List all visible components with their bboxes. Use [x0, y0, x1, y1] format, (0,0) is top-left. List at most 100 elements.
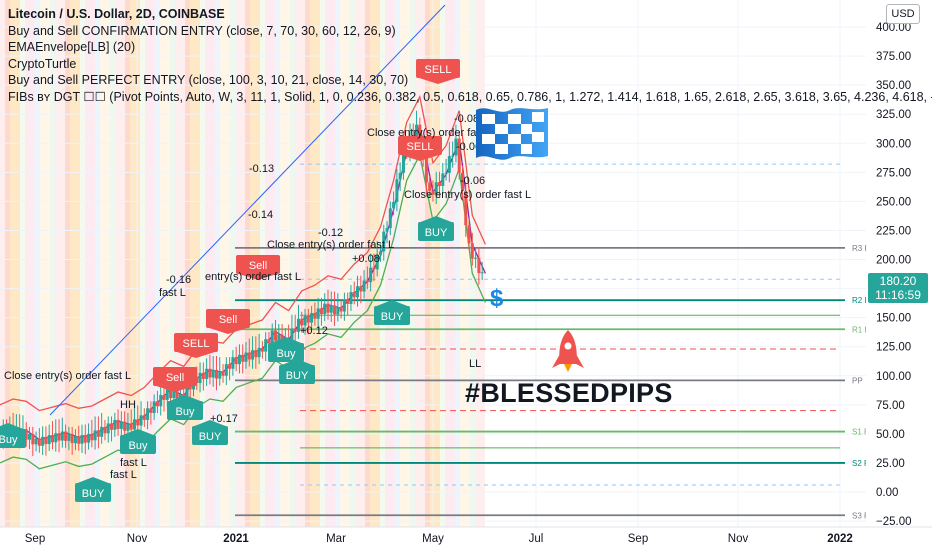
- session-stripe: [280, 0, 285, 527]
- signal-text: +0.08: [352, 253, 380, 265]
- indicator-confirmation-entry[interactable]: Buy and Sell CONFIRMATION ENTRY (close, …: [8, 23, 396, 38]
- candle-body: [34, 438, 38, 445]
- signal-box: [153, 367, 197, 386]
- indicator-perfect-entry[interactable]: Buy and Sell PERFECT ENTRY (close, 100, …: [8, 73, 409, 87]
- buy-signal: Buy: [0, 423, 26, 448]
- signal-pointer: [153, 385, 197, 392]
- session-stripe: [425, 0, 430, 527]
- candle-body: [208, 368, 212, 378]
- candle-body: [356, 286, 360, 298]
- candle-body: [83, 435, 87, 443]
- candle-body: [460, 172, 464, 191]
- candle-body: [93, 430, 97, 441]
- y-tick-label: 250.00: [876, 196, 911, 208]
- signal-text: -0.06: [456, 141, 481, 153]
- signal-box: [120, 435, 156, 454]
- session-stripe: [20, 0, 25, 527]
- candle-body: [28, 433, 32, 440]
- signal-text: Close entry(s) order fast L: [267, 239, 394, 251]
- candle-body: [385, 228, 389, 232]
- candle-body: [342, 299, 346, 312]
- candle-body: [336, 307, 340, 315]
- signal-box: [167, 401, 203, 420]
- signal-pointer: [268, 337, 304, 344]
- candle-body: [434, 182, 438, 195]
- indicator-fib-pivots[interactable]: FIBs вʏ DGT ☐☐ (Pivot Points, Auto, W, 3…: [8, 89, 932, 104]
- y-tick-label: 50.00: [876, 429, 905, 441]
- session-stripe: [40, 0, 45, 527]
- y-tick-label: 300.00: [876, 138, 911, 150]
- signal-box: [206, 309, 250, 328]
- time-axis[interactable]: Sep Nov 2021 Mar May Jul Sep Nov 2022: [0, 526, 932, 550]
- signal-label: BUY: [82, 488, 105, 500]
- dollar-sign-label: $: [490, 285, 504, 312]
- session-stripe: [110, 0, 115, 527]
- y-tick-label: 150.00: [876, 313, 911, 325]
- candle-body: [172, 391, 176, 399]
- candle-body: [293, 328, 297, 332]
- candle-body: [303, 315, 307, 326]
- candle-body: [149, 408, 153, 413]
- signal-box: [192, 426, 228, 445]
- signal-pointer: [120, 429, 156, 436]
- currency-button[interactable]: USD: [886, 4, 920, 24]
- sell-signal: SELL: [398, 136, 442, 161]
- session-stripe: [175, 0, 180, 527]
- x-tick-label: Nov: [728, 533, 749, 545]
- indicator-crypto-turtle[interactable]: CryptoTurtle: [8, 56, 77, 71]
- signal-text: LL: [469, 358, 481, 370]
- envelope-line: [0, 152, 486, 470]
- signal-pointer: [374, 300, 410, 307]
- session-stripe: [340, 0, 345, 527]
- candle-body: [70, 433, 74, 444]
- hashtag-caption: #BLESSEDPIPS: [465, 378, 673, 408]
- candle-series: [0, 110, 484, 456]
- rocket-icon: [552, 330, 584, 372]
- signal-label: Buy: [277, 348, 296, 360]
- pivot-label: S2 P: [852, 459, 869, 468]
- candle-body: [300, 318, 304, 326]
- flag-icon: [476, 108, 548, 160]
- signal-pointer: [416, 77, 460, 84]
- signal-box: [0, 429, 26, 448]
- session-stripe: [365, 0, 370, 527]
- candle-body: [41, 436, 45, 446]
- indicator-ema-envelope[interactable]: EMAEnvelope[LB] (20): [8, 40, 136, 54]
- candle-body: [110, 423, 114, 430]
- session-stripe: [360, 0, 365, 527]
- sell-signal: Sell: [236, 255, 280, 280]
- signal-annotations: SELL SELL SELL Sell Sell Sell BUY BUY BUY BUY BUY B…: [0, 59, 531, 502]
- candle-body: [126, 423, 130, 431]
- signal-box: [279, 365, 315, 384]
- candle-body: [211, 369, 215, 378]
- signal-pointer: [279, 359, 315, 366]
- candle-body: [44, 436, 48, 445]
- candle-body: [123, 421, 127, 431]
- candle-body: [277, 334, 281, 341]
- buy-signal: Buy: [268, 337, 304, 362]
- symbol-title[interactable]: Litecoin / U.S. Dollar, 2D, COINBASE: [8, 7, 225, 21]
- session-stripe: [25, 0, 30, 527]
- last-price-tag: 180.20 11:16:59: [868, 273, 928, 303]
- signal-pointer: [192, 420, 228, 427]
- signal-text: Close entry(s) order fast L: [4, 370, 131, 382]
- signal-label: SELL: [183, 338, 210, 350]
- session-stripe: [220, 0, 225, 527]
- session-stripe: [350, 0, 355, 527]
- candle-body: [264, 339, 268, 352]
- session-stripe: [185, 0, 190, 527]
- candle-body: [31, 433, 35, 445]
- signal-text: +0.17: [210, 413, 238, 425]
- candle-body: [185, 385, 189, 399]
- signal-label: Sell: [219, 314, 237, 326]
- signal-label: SELL: [425, 64, 452, 76]
- session-stripe: [100, 0, 105, 527]
- session-stripe: [120, 0, 125, 527]
- candle-body: [401, 150, 405, 173]
- session-stripe: [45, 0, 50, 527]
- session-stripe: [85, 0, 90, 527]
- candle-body: [57, 433, 61, 441]
- session-stripe: [180, 0, 185, 527]
- session-stripe: [5, 0, 10, 527]
